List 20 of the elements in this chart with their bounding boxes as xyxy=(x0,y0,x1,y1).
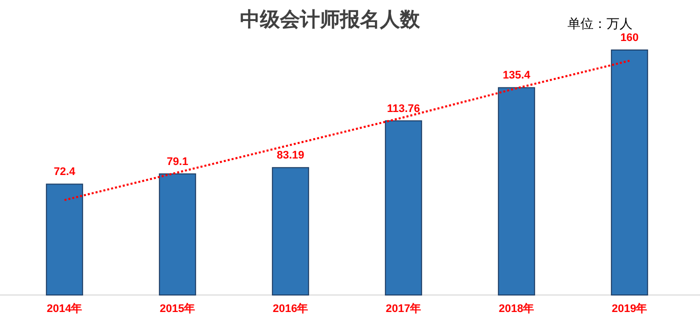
x-tick-label: 2019年 xyxy=(612,302,648,315)
x-tick-label: 2018年 xyxy=(498,302,534,315)
data-label: 79.1 xyxy=(166,156,188,168)
bar xyxy=(384,120,422,296)
x-tick-label: 2014年 xyxy=(46,302,82,315)
data-label: 113.76 xyxy=(386,102,420,115)
text: 单位：万人 xyxy=(568,16,632,31)
data-label: 135.4 xyxy=(502,70,532,82)
bar xyxy=(272,167,310,296)
bar xyxy=(158,173,196,296)
bar xyxy=(498,87,536,296)
data-label: 72.4 xyxy=(54,166,76,178)
bar xyxy=(46,184,84,296)
x-tick-label: 2017年 xyxy=(386,302,422,315)
x-tick-label: 2016年 xyxy=(272,302,308,315)
data-label: 83.19 xyxy=(276,150,304,162)
chart-title: 中级会计师报名人数 xyxy=(240,9,421,31)
bar xyxy=(610,50,648,296)
data-label: 160 xyxy=(620,32,639,44)
x-tick-label: 2015年 xyxy=(160,302,196,315)
